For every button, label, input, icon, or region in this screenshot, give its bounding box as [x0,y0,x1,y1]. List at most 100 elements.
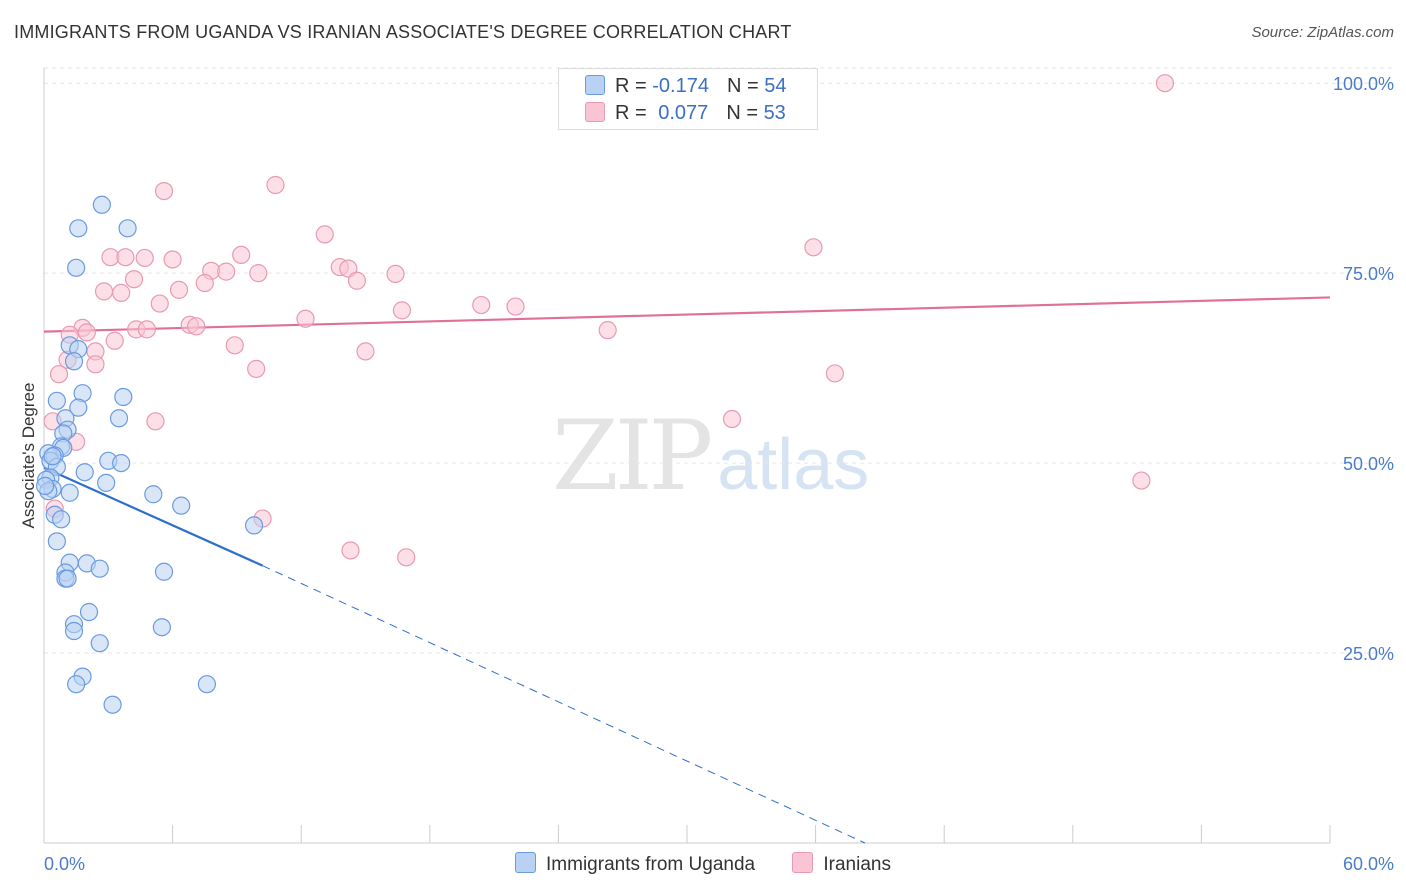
uganda-point [97,473,116,492]
iranians-point [397,548,416,567]
uganda-point [92,195,111,214]
iranians-point [77,323,96,342]
watermark-zip: ZIP [552,400,713,512]
iranians-point [217,262,236,281]
uganda-point [69,219,88,238]
series-legend: Immigrants from Uganda Iranians [0,852,1406,878]
iranians-point [116,248,135,267]
uganda-point [90,559,109,578]
iranians-point [249,264,268,283]
uganda-point [152,618,171,637]
iranians-point [137,320,156,339]
chart-title: IMMIGRANTS FROM UGANDA VS IRANIAN ASSOCI… [14,22,792,42]
trend-lines [43,296,1331,844]
iranians-point [94,282,114,301]
iranians-point [386,264,405,284]
uganda-point [60,483,79,502]
iranians-point [266,175,285,195]
uganda-point [64,621,84,641]
iranians-point [150,294,169,313]
legend-item-iranians[interactable]: Iranians [792,852,891,876]
iranians-point [804,238,823,257]
uganda-point [197,675,216,694]
iranians-point [296,309,315,328]
uganda-point [172,496,191,515]
iranians-point [225,336,244,355]
uganda-point [52,510,71,529]
x-tick-label: 0.0% [44,854,85,874]
uganda-point [90,634,109,653]
uganda-point [144,485,163,504]
uganda-point [67,675,86,694]
iranians-point [187,317,206,336]
iranians-point [341,541,360,560]
iranians-point [105,331,124,350]
uganda-point [118,219,137,238]
uganda-point [43,447,62,466]
watermark: ZIP atlas [552,400,869,512]
iranians-point [112,283,131,303]
legend-row-uganda: R = -0.174 N = 54 [585,75,786,99]
uganda-legend-label: Immigrants from Uganda [546,854,756,875]
iranians-point [1155,74,1175,93]
iranians-point [135,248,154,268]
iranians-point [392,301,412,320]
uganda-point [64,352,84,371]
iranians-point [232,245,251,265]
chart-source: Source: ZipAtlas.com [1251,24,1394,41]
uganda-point [79,602,99,622]
iranians-trend-line [43,296,1331,333]
legend-row-iranians: R = 0.077 N = 53 [585,102,786,126]
uganda-r-value: -0.174 [652,75,709,97]
iranians-point [247,359,266,378]
uganda-point [35,476,55,495]
iranians-swatch [585,102,605,122]
iranians-point [49,365,69,384]
iranians-n-value: 53 [763,102,786,124]
iranians-point [506,297,525,316]
y-tick-label: 50.0% [1343,454,1394,474]
y-tick-label: 100.0% [1333,74,1394,94]
iranians-legend-label: Iranians [823,854,891,875]
uganda-point [103,695,122,714]
uganda-point [69,398,88,417]
uganda-legend-swatch [515,852,537,873]
legend-item-uganda[interactable]: Immigrants from Uganda [515,852,755,876]
iranians-r-label: R = [615,102,647,124]
grid-lines [44,67,1394,654]
iranians-point [347,271,367,290]
iranians-r-value: 0.077 [658,102,709,124]
uganda-trend-extrapolated [262,565,866,844]
uganda-point [154,562,174,581]
iranians-point [722,409,742,429]
iranians-point [825,364,844,383]
iranians-point [598,321,617,340]
iranians-point [154,181,174,201]
iranians-point [1132,471,1151,490]
y-axis-label: Associate's Degree [19,383,38,529]
uganda-point [112,453,131,473]
uganda-point [109,409,129,428]
uganda-point [114,387,133,407]
y-tick-label: 25.0% [1343,644,1394,664]
y-tick-label: 75.0% [1343,264,1394,284]
iranians-point [124,270,144,289]
iranians-point [169,280,189,299]
uganda-point [67,258,86,277]
data-points [35,74,1175,714]
watermark-atlas: atlas [717,425,870,505]
uganda-trend-line [43,466,264,567]
iranians-point [195,273,214,293]
uganda-point [58,569,77,588]
iranians-point [356,342,375,361]
x-tick-label: 60.0% [1343,854,1394,874]
uganda-point [75,463,94,482]
iranians-point [163,250,182,269]
iranians-point [315,225,334,244]
uganda-point [47,391,66,410]
axes [43,68,1331,844]
uganda-n-label: N = [726,75,759,97]
uganda-swatch [585,75,605,95]
iranians-n-label: N = [726,102,758,124]
